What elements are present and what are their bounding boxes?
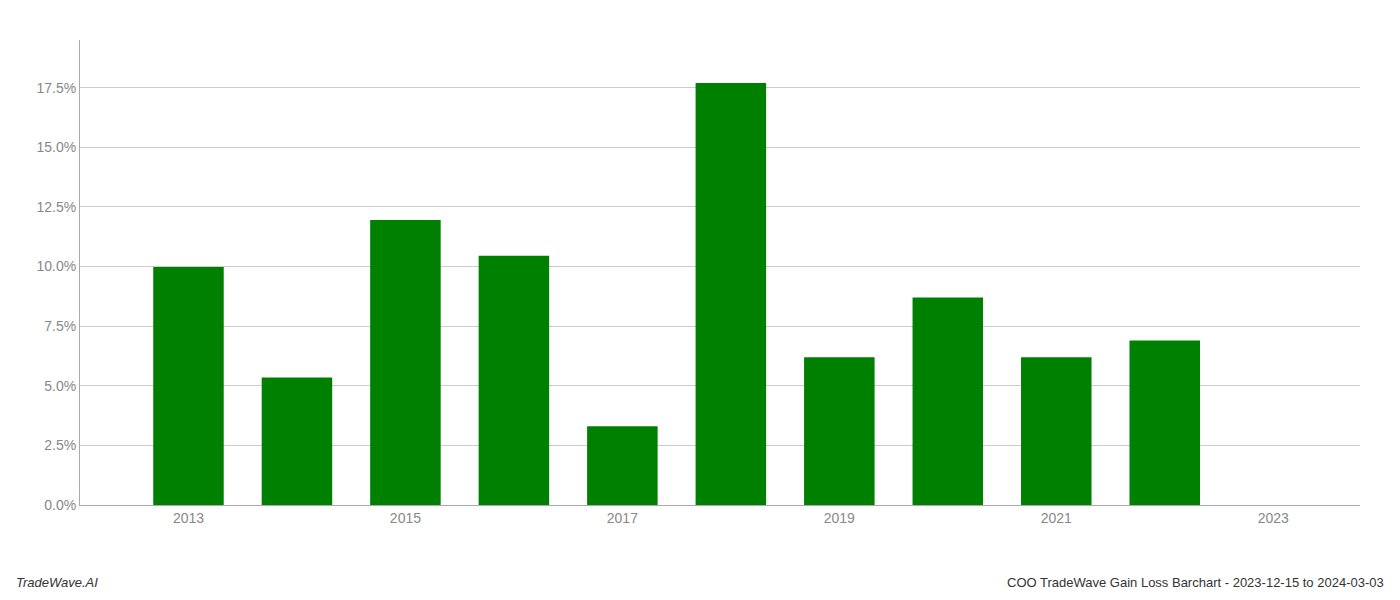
svg-text:TradeWave.AI: TradeWave.AI — [16, 575, 98, 590]
svg-text:2019: 2019 — [824, 510, 855, 526]
svg-text:10.0%: 10.0% — [36, 258, 76, 274]
svg-text:7.5%: 7.5% — [44, 318, 76, 334]
svg-text:2013: 2013 — [173, 510, 204, 526]
svg-text:COO TradeWave Gain Loss Barcha: COO TradeWave Gain Loss Barchart - 2023-… — [1007, 575, 1384, 590]
svg-text:15.0%: 15.0% — [36, 139, 76, 155]
svg-text:2023: 2023 — [1258, 510, 1289, 526]
svg-text:12.5%: 12.5% — [36, 199, 76, 215]
svg-text:0.0%: 0.0% — [44, 497, 76, 513]
svg-text:2017: 2017 — [607, 510, 638, 526]
svg-text:5.0%: 5.0% — [44, 378, 76, 394]
svg-text:2015: 2015 — [390, 510, 421, 526]
svg-text:17.5%: 17.5% — [36, 80, 76, 96]
svg-text:2.5%: 2.5% — [44, 437, 76, 453]
svg-text:2021: 2021 — [1041, 510, 1072, 526]
